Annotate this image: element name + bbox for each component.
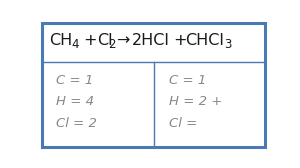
Text: →: → bbox=[117, 33, 130, 48]
Text: CH: CH bbox=[49, 33, 72, 48]
Text: C = 1: C = 1 bbox=[169, 74, 206, 87]
Text: H = 4: H = 4 bbox=[56, 95, 94, 108]
Text: +: + bbox=[83, 33, 96, 48]
Text: 2HCl: 2HCl bbox=[132, 33, 169, 48]
Text: 2: 2 bbox=[108, 38, 116, 51]
FancyBboxPatch shape bbox=[42, 23, 266, 147]
Text: 3: 3 bbox=[225, 38, 232, 51]
Text: Cl: Cl bbox=[97, 33, 112, 48]
Text: H = 2 +: H = 2 + bbox=[169, 95, 222, 108]
Text: C = 1: C = 1 bbox=[56, 74, 93, 87]
Text: 4: 4 bbox=[71, 38, 79, 51]
Text: +: + bbox=[173, 33, 187, 48]
Text: CHCl: CHCl bbox=[185, 33, 224, 48]
Text: Cl = 2: Cl = 2 bbox=[56, 117, 97, 130]
Text: Cl =: Cl = bbox=[169, 117, 197, 130]
